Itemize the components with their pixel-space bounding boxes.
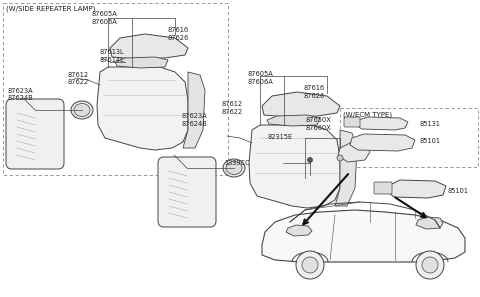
Polygon shape xyxy=(110,34,188,59)
FancyBboxPatch shape xyxy=(344,117,360,127)
Circle shape xyxy=(302,257,318,273)
Bar xyxy=(3,3,228,175)
Polygon shape xyxy=(356,117,408,130)
Polygon shape xyxy=(416,217,443,229)
Ellipse shape xyxy=(223,159,245,177)
FancyBboxPatch shape xyxy=(374,182,392,194)
Text: 85131: 85131 xyxy=(420,121,441,127)
Ellipse shape xyxy=(226,162,242,175)
Polygon shape xyxy=(286,225,312,236)
Ellipse shape xyxy=(74,103,90,116)
Text: 87613L
87614L: 87613L 87614L xyxy=(100,49,125,62)
Circle shape xyxy=(337,155,343,161)
Text: 87650X
87660X: 87650X 87660X xyxy=(306,117,332,130)
Circle shape xyxy=(296,251,324,279)
Circle shape xyxy=(422,257,438,273)
Polygon shape xyxy=(262,92,340,117)
Text: (W/ECM TYPE): (W/ECM TYPE) xyxy=(343,111,392,118)
Polygon shape xyxy=(249,125,340,208)
Text: 1339CC: 1339CC xyxy=(224,160,250,166)
Text: 82315E: 82315E xyxy=(268,134,293,140)
Polygon shape xyxy=(338,142,370,162)
Circle shape xyxy=(308,157,312,162)
Polygon shape xyxy=(262,210,465,262)
Circle shape xyxy=(416,251,444,279)
Text: 87623A
87624B: 87623A 87624B xyxy=(182,113,208,127)
Text: 87623A
87624B: 87623A 87624B xyxy=(8,88,34,102)
Ellipse shape xyxy=(71,101,93,119)
Text: 87612
87622: 87612 87622 xyxy=(68,72,89,86)
Text: 85101: 85101 xyxy=(420,138,441,144)
Polygon shape xyxy=(267,115,320,126)
Polygon shape xyxy=(350,134,415,151)
Text: 87605A
87606A: 87605A 87606A xyxy=(92,11,118,24)
Text: 87616
87626: 87616 87626 xyxy=(303,85,324,99)
FancyBboxPatch shape xyxy=(158,157,216,227)
Polygon shape xyxy=(115,57,168,68)
Polygon shape xyxy=(388,180,446,198)
Text: 87612
87622: 87612 87622 xyxy=(222,101,243,115)
Text: 87616
87626: 87616 87626 xyxy=(168,27,189,40)
Polygon shape xyxy=(183,72,205,148)
Text: (W/SIDE REPEATER LAMP): (W/SIDE REPEATER LAMP) xyxy=(6,6,96,12)
Polygon shape xyxy=(97,67,188,150)
Polygon shape xyxy=(335,130,357,206)
Bar xyxy=(340,108,478,167)
Text: 87605A
87606A: 87605A 87606A xyxy=(248,71,274,85)
FancyBboxPatch shape xyxy=(6,99,64,169)
Text: 85101: 85101 xyxy=(448,188,469,194)
